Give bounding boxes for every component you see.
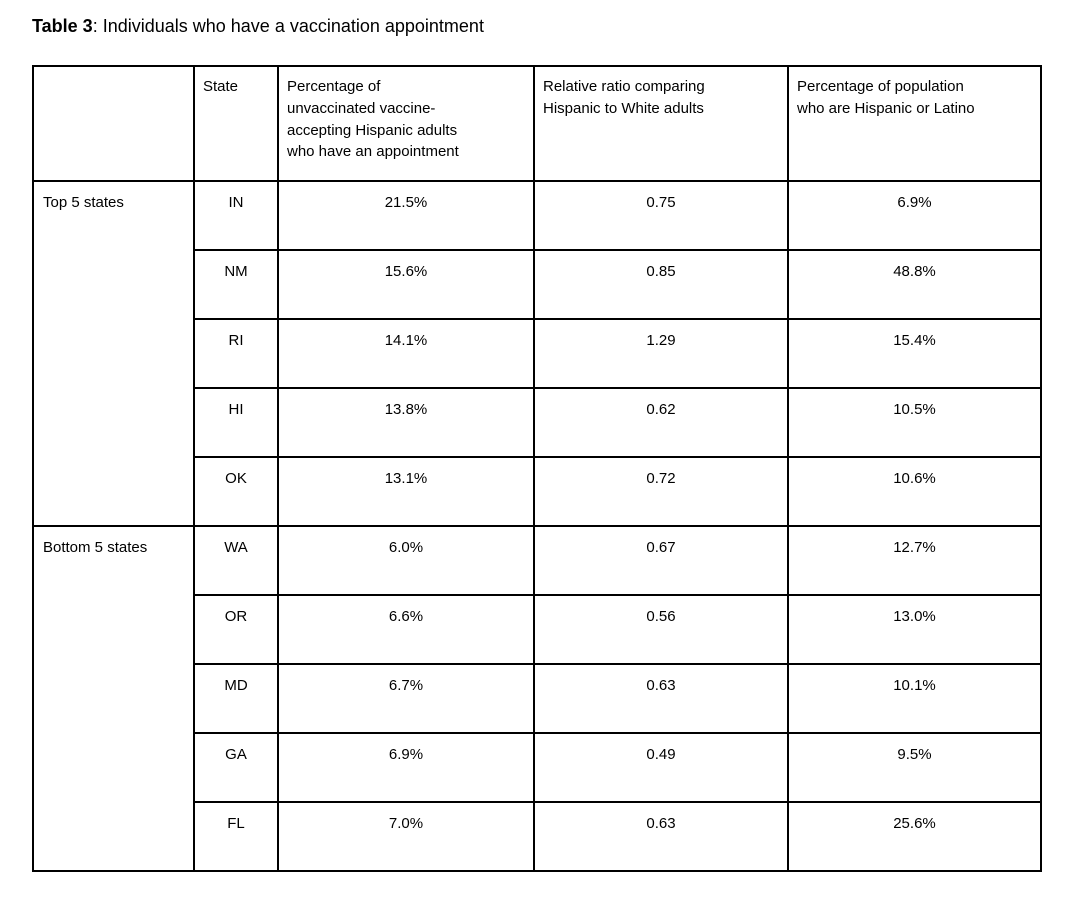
table-row: FL 7.0% 0.63 25.6%	[33, 801, 1042, 872]
pct-population-cell: 48.8%	[787, 249, 1042, 320]
pct-population-cell: 13.0%	[787, 594, 1042, 665]
pct-population-header: Percentage of population who are Hispani…	[787, 65, 1042, 182]
ratio-cell: 0.67	[533, 525, 789, 596]
pct-population-cell: 6.9%	[787, 180, 1042, 251]
table-row: MD 6.7% 0.63 10.1%	[33, 663, 1042, 734]
pct-population-cell: 10.6%	[787, 456, 1042, 527]
pct-appointment-cell: 13.1%	[277, 456, 535, 527]
pct-appointment-cell: 14.1%	[277, 318, 535, 389]
table-row: NM 15.6% 0.85 48.8%	[33, 249, 1042, 320]
state-cell: GA	[193, 732, 279, 803]
table-row: RI 14.1% 1.29 15.4%	[33, 318, 1042, 389]
pct-appointment-cell: 6.7%	[277, 663, 535, 734]
ratio-cell: 0.85	[533, 249, 789, 320]
table-title-text: : Individuals who have a vaccination app…	[92, 16, 484, 36]
corner-cell	[32, 65, 195, 182]
group-label-bottom5: Bottom 5 states	[32, 525, 195, 872]
ratio-cell: 0.75	[533, 180, 789, 251]
pct-appointment-cell: 6.6%	[277, 594, 535, 665]
state-cell: RI	[193, 318, 279, 389]
pct-population-cell: 25.6%	[787, 801, 1042, 872]
pct-population-cell: 15.4%	[787, 318, 1042, 389]
table-row: Top 5 states IN 21.5% 0.75 6.9%	[32, 180, 1042, 527]
state-cell: HI	[193, 387, 279, 458]
ratio-cell: 0.63	[533, 801, 789, 872]
vaccination-appointment-table: State Percentage of unvaccinated vaccine…	[32, 65, 1042, 872]
state-cell: FL	[193, 801, 279, 872]
state-cell: OR	[193, 594, 279, 665]
table-row: GA 6.9% 0.49 9.5%	[33, 732, 1042, 803]
ratio-cell: 0.56	[533, 594, 789, 665]
ratio-cell: 0.63	[533, 663, 789, 734]
pct-appointment-cell: 15.6%	[277, 249, 535, 320]
pct-appointment-cell: 21.5%	[277, 180, 535, 251]
pct-population-cell: 12.7%	[787, 525, 1042, 596]
pct-population-cell: 10.1%	[787, 663, 1042, 734]
state-cell: WA	[193, 525, 279, 596]
pct-appointment-cell: 6.0%	[277, 525, 535, 596]
pct-population-cell: 10.5%	[787, 387, 1042, 458]
table-row: Bottom 5 states WA 6.0% 0.67 12.7%	[32, 525, 1042, 872]
header-row: State Percentage of unvaccinated vaccine…	[32, 65, 1042, 182]
ratio-cell: 0.62	[533, 387, 789, 458]
table-row: HI 13.8% 0.62 10.5%	[33, 387, 1042, 458]
table-title-label: Table 3	[32, 16, 93, 36]
ratio-cell: 0.49	[533, 732, 789, 803]
pct-appointment-cell: 7.0%	[277, 801, 535, 872]
ratio-cell: 1.29	[533, 318, 789, 389]
state-cell: IN	[193, 180, 279, 251]
pct-appointment-cell: 13.8%	[277, 387, 535, 458]
table-row: OR 6.6% 0.56 13.0%	[33, 594, 1042, 665]
table-row: OK 13.1% 0.72 10.6%	[33, 456, 1042, 527]
state-cell: OK	[193, 456, 279, 527]
pct-appointment-cell: 6.9%	[277, 732, 535, 803]
state-cell: NM	[193, 249, 279, 320]
pct-appointment-header: Percentage of unvaccinated vaccine- acce…	[277, 65, 535, 182]
pct-population-cell: 9.5%	[787, 732, 1042, 803]
ratio-header: Relative ratio comparing Hispanic to Whi…	[533, 65, 789, 182]
state-cell: MD	[193, 663, 279, 734]
table-title: Table 3: Individuals who have a vaccinat…	[32, 15, 1072, 37]
ratio-cell: 0.72	[533, 456, 789, 527]
state-column-header: State	[193, 65, 279, 182]
group-label-top5: Top 5 states	[32, 180, 195, 527]
